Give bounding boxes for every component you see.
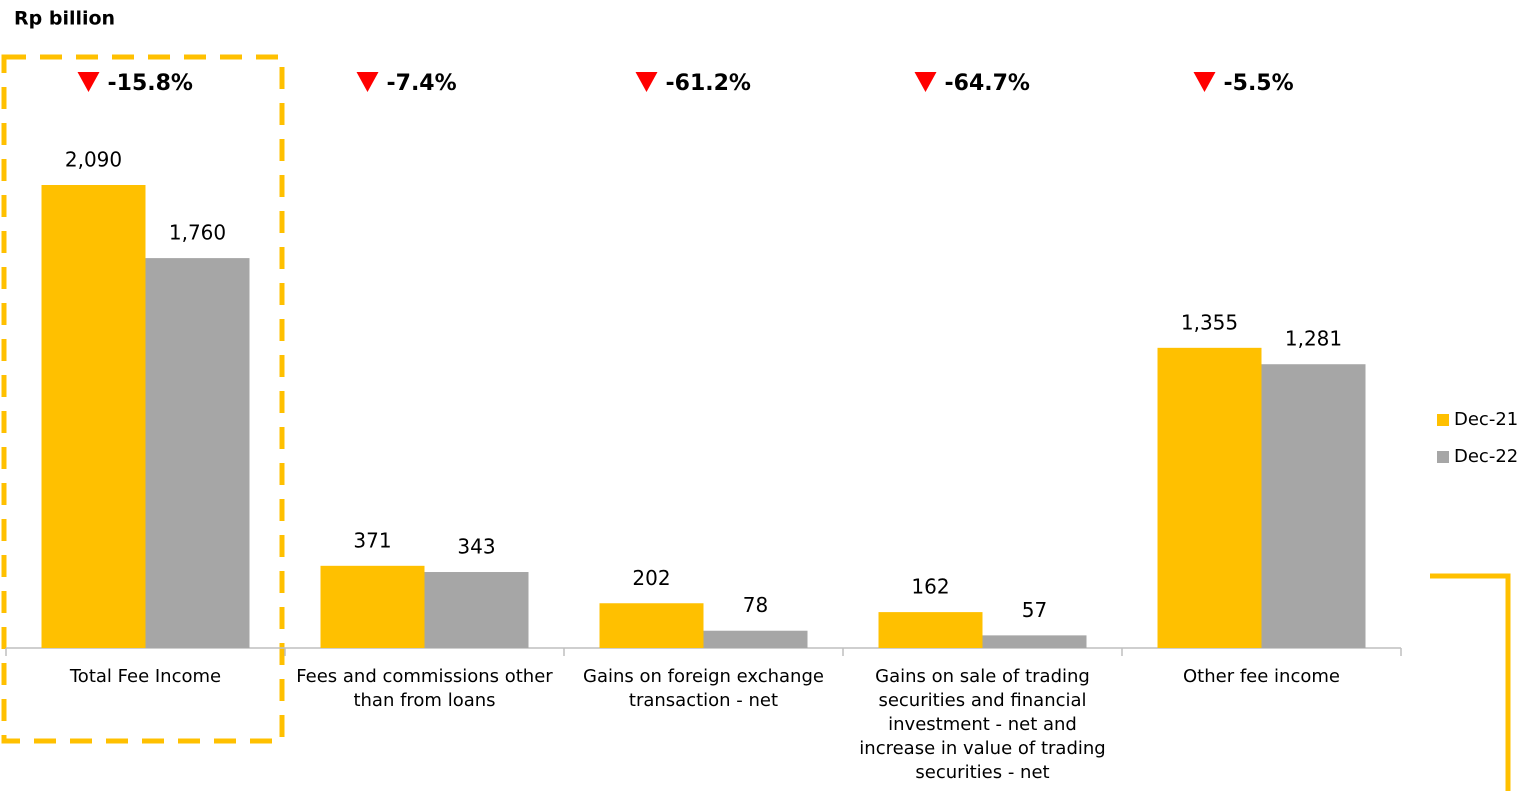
bar xyxy=(599,603,704,648)
change-label: -64.7% xyxy=(945,71,1030,96)
corner-decoration xyxy=(1430,573,1511,791)
bar xyxy=(878,612,983,648)
down-triangle xyxy=(635,72,658,92)
bar xyxy=(41,185,146,648)
data-label: 78 xyxy=(743,593,768,617)
down-triangle xyxy=(77,72,100,92)
legend-swatch xyxy=(1437,451,1449,463)
x-tick-label: Gains on foreign exchange transaction - … xyxy=(583,666,824,711)
x-tick-label: Gains on sale of trading securities and … xyxy=(859,666,1106,783)
legend-label: Dec-21 xyxy=(1454,409,1518,430)
change-label: -61.2% xyxy=(666,71,751,96)
legend-label: Dec-22 xyxy=(1454,446,1518,467)
data-label: 1,281 xyxy=(1285,327,1342,351)
bar xyxy=(703,630,808,648)
down-triangle xyxy=(356,72,379,92)
legend-swatch xyxy=(1437,414,1449,426)
bar xyxy=(320,565,425,648)
bar xyxy=(1261,364,1366,648)
x-tick-label: Fees and commissions other than from loa… xyxy=(296,666,553,711)
down-triangle xyxy=(914,72,937,92)
change-label: -15.8% xyxy=(108,71,193,96)
chart-title: Rp billion xyxy=(14,8,115,30)
change-label: -7.4% xyxy=(387,71,457,96)
data-label: 1,760 xyxy=(169,221,226,245)
data-label: 343 xyxy=(457,535,495,559)
x-tick-label: Total Fee Income xyxy=(69,666,222,687)
data-label: 202 xyxy=(632,566,670,590)
data-label: 371 xyxy=(353,528,391,552)
data-label: 57 xyxy=(1022,598,1047,622)
x-tick-label: Other fee income xyxy=(1183,666,1340,687)
data-label: 2,090 xyxy=(65,148,122,172)
down-triangle xyxy=(1193,72,1216,92)
data-label: 162 xyxy=(911,575,949,599)
bar xyxy=(424,572,529,648)
bar xyxy=(982,635,1087,648)
bar xyxy=(145,258,250,648)
highlight-box xyxy=(1,54,285,744)
data-label: 1,355 xyxy=(1181,310,1238,334)
bar xyxy=(1157,347,1262,648)
change-label: -5.5% xyxy=(1224,71,1294,96)
